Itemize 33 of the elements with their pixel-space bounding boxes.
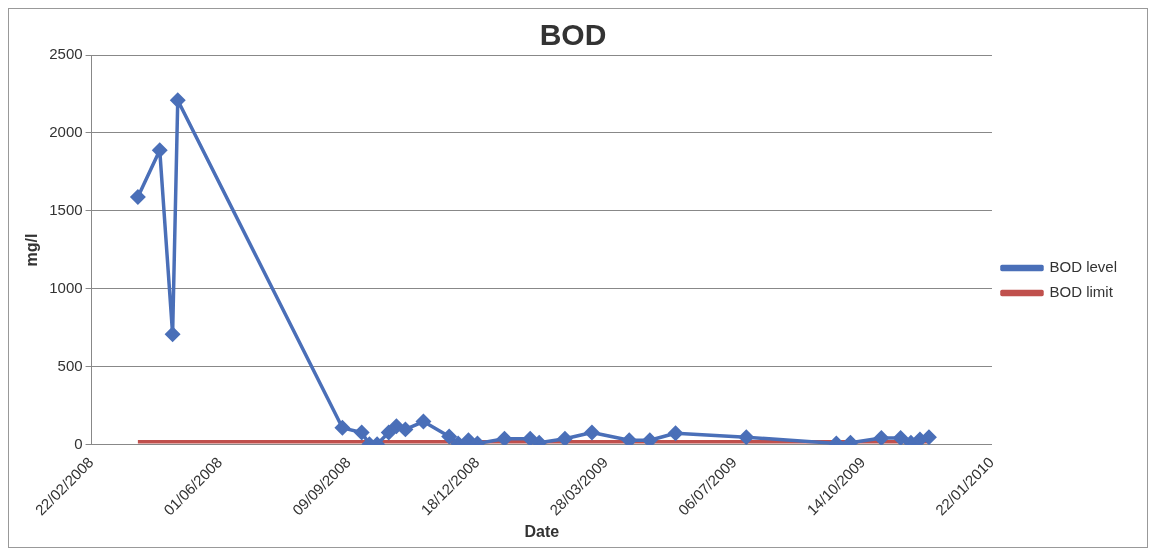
y-tick-label: 2000 [49,123,83,141]
point [584,425,600,440]
point [170,92,185,108]
y-tick-label: 2500 [49,45,83,63]
y-tick-label: 1500 [49,201,83,219]
point [441,429,457,444]
point [893,430,908,445]
x-axis-title: Date [524,522,560,540]
point [921,429,937,445]
y-tick-label: 1000 [49,279,83,297]
point [130,189,146,205]
y-axis-title: mg/l [23,233,41,267]
point [497,431,512,445]
point [416,414,431,429]
point [621,433,637,445]
point [642,433,658,445]
y-tick-label: 500 [57,357,83,375]
point [165,326,180,342]
y-tick-label: 0 [74,435,83,453]
legend-label: BOD level [1049,258,1118,276]
point [522,431,538,445]
point [335,420,350,436]
point [668,426,683,441]
point [354,425,369,440]
point [152,142,167,158]
point [398,422,413,437]
point [739,429,754,445]
chart-title: BOD [539,18,607,52]
legend-label: BOD limit [1049,283,1114,301]
point [912,432,928,445]
point [874,430,889,445]
point [381,425,396,440]
point [557,431,573,445]
